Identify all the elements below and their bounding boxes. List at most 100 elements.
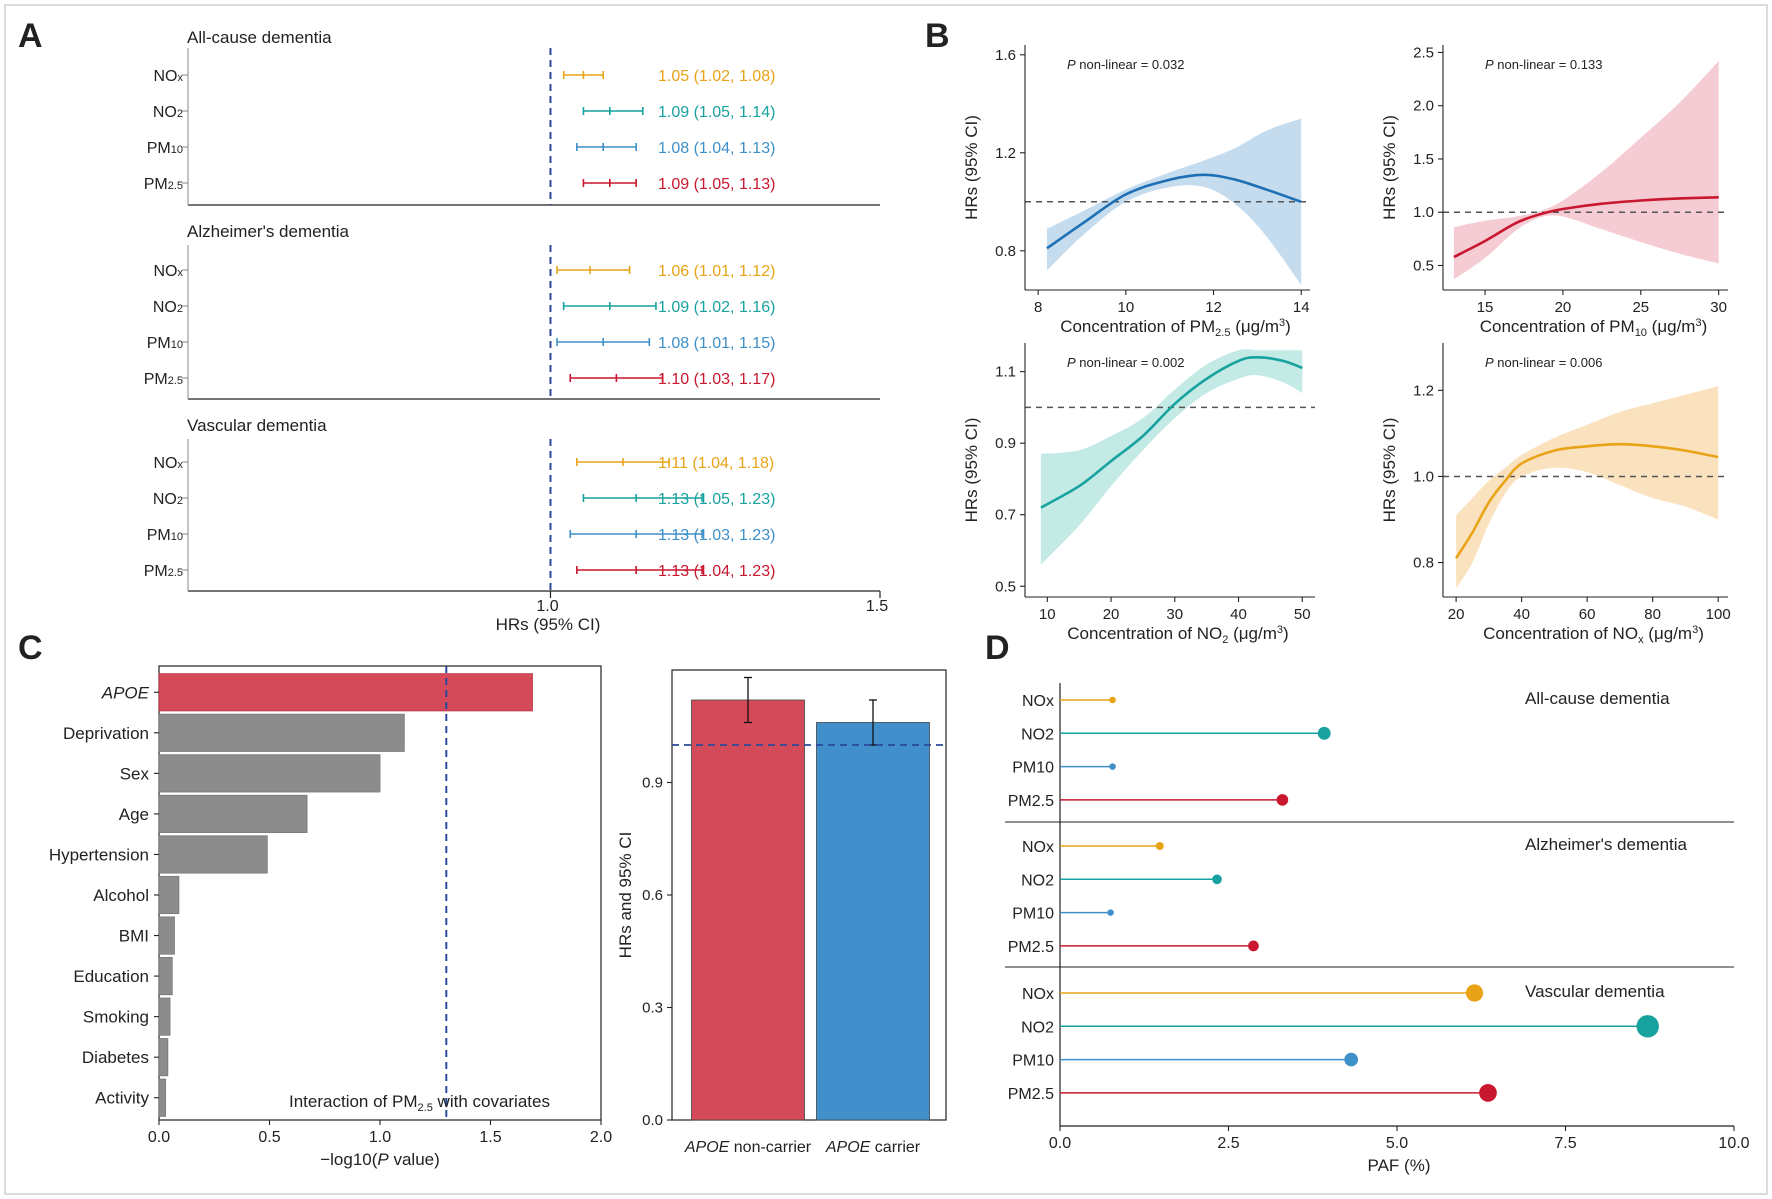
spline-x-label-main: Concentration of PM bbox=[1480, 317, 1635, 336]
spline-x-axis-label: Concentration of NOx (μg/m3) bbox=[1483, 624, 1704, 646]
forest-row-label-main: NO bbox=[153, 299, 177, 316]
paf-point bbox=[1317, 726, 1331, 740]
forest-hr-text: 1.13 (1.04, 1.23) bbox=[658, 563, 775, 580]
spline-curve bbox=[1454, 442, 1719, 559]
spline-y-tick-label: 0.5 bbox=[995, 578, 1016, 595]
spline-x-tick-label: 15 bbox=[1477, 299, 1494, 316]
paf-group-title: Vascular dementia bbox=[1525, 982, 1665, 1001]
spline-confidence-band bbox=[1456, 386, 1719, 589]
interaction-annotation-pre: Interaction of PM bbox=[289, 1092, 418, 1111]
spline-x-tick-label: 40 bbox=[1230, 606, 1247, 623]
spline-y-axis-label: HRs (95% CI) bbox=[1380, 418, 1399, 523]
spline-x-label-end: ) bbox=[1698, 624, 1704, 643]
paf-group-title: Alzheimer's dementia bbox=[1525, 835, 1688, 854]
forest-x-tick-label: 1.5 bbox=[866, 598, 888, 615]
apoe-y-tick-label: 0.0 bbox=[642, 1112, 663, 1129]
spline-p-rest: non-linear = 0.002 bbox=[1076, 355, 1185, 370]
spline-x-tick-label: 30 bbox=[1166, 606, 1183, 623]
panel-b-spline-plots: 0.8 1.2 1.6 8 10 12 14 HRs (95% CI) Concentratio… bbox=[962, 44, 1731, 646]
apoe-category-rest: carrier bbox=[870, 1139, 920, 1156]
spline-x-label-tail: (μg/m bbox=[1228, 624, 1277, 643]
forest-row-label: NO2 bbox=[153, 299, 183, 316]
spline-y-tick-label: 0.7 bbox=[995, 507, 1016, 524]
spline-x-label-main: Concentration of PM bbox=[1060, 317, 1215, 336]
interaction-category-label: Activity bbox=[95, 1089, 149, 1108]
spline-x-axis-label: Concentration of PM10 (μg/m3) bbox=[1480, 317, 1708, 339]
interaction-bar bbox=[158, 957, 173, 996]
panel-label-d: D bbox=[985, 629, 1010, 667]
spline-y-tick-label: 1.5 bbox=[1413, 151, 1434, 168]
interaction-category-label: Hypertension bbox=[49, 845, 149, 864]
forest-group-title: Alzheimer's dementia bbox=[187, 222, 350, 241]
apoe-category-label: APOE non-carrier bbox=[684, 1139, 812, 1156]
forest-row-label-main: PM bbox=[147, 335, 171, 352]
spline-x-label-tail: (μg/m bbox=[1647, 317, 1696, 336]
spline-p-annotation: P non-linear = 0.133 bbox=[1485, 57, 1602, 72]
spline-y-axis-label: HRs (95% CI) bbox=[962, 115, 981, 220]
spline-x-tick-label: 60 bbox=[1579, 606, 1596, 623]
spline-x-label-end: ) bbox=[1285, 317, 1291, 336]
spline-x-tick-label: 14 bbox=[1293, 299, 1310, 316]
apoe-y-tick-label: 0.9 bbox=[642, 775, 663, 792]
apoe-y-axis-label: HRs and 95% CI bbox=[616, 832, 635, 959]
forest-hr-text: 1.09 (1.05, 1.13) bbox=[658, 176, 775, 193]
interaction-bar bbox=[158, 754, 381, 793]
forest-hr-text: 1.13 (1.05, 1.23) bbox=[658, 491, 775, 508]
forest-row-label: NOx bbox=[154, 455, 184, 472]
spline-p-rest: non-linear = 0.006 bbox=[1494, 355, 1603, 370]
spline-y-tick-label: 0.8 bbox=[1413, 555, 1434, 572]
spline-curve bbox=[1046, 173, 1302, 250]
apoe-bar bbox=[816, 722, 930, 1121]
panel-label-a: A bbox=[18, 17, 43, 55]
spline-x-tick-label: 10 bbox=[1039, 606, 1056, 623]
spline-p-rest: non-linear = 0.032 bbox=[1076, 57, 1185, 72]
forest-row-label: NOx bbox=[154, 263, 184, 280]
panel-d-paf-lollipop: All-cause dementia NOx NO2 PM10 PM2.5 Alzheim… bbox=[1005, 683, 1750, 1175]
paf-point bbox=[1465, 984, 1484, 1002]
spline-x-label-sub: 2 bbox=[1222, 634, 1228, 646]
forest-row-label-main: PM bbox=[144, 371, 168, 388]
interaction-category-label: Sex bbox=[120, 764, 150, 783]
spline-x-tick-label: 20 bbox=[1555, 299, 1572, 316]
forest-row-label-sub: 2.5 bbox=[168, 180, 183, 192]
interaction-category-label: Alcohol bbox=[93, 886, 149, 905]
forest-row-label: NO2 bbox=[153, 104, 183, 121]
forest-group-title: Vascular dementia bbox=[187, 416, 327, 435]
interaction-bar bbox=[158, 916, 175, 955]
interaction-category-label: APOE bbox=[101, 683, 150, 702]
interaction-x-tick-label: 1.0 bbox=[369, 1129, 391, 1146]
paf-row-label: PM10 bbox=[1012, 1053, 1054, 1070]
spline-x-label-end: ) bbox=[1283, 624, 1289, 643]
spline-x-label-sup: 3 bbox=[1692, 624, 1698, 636]
panel-c-apoe-bars: APOE non-carrier APOE carrier0.00.30.60.9… bbox=[616, 669, 947, 1156]
spline-y-tick-label: 1.2 bbox=[995, 145, 1016, 162]
interaction-annotation-post: with covariates bbox=[433, 1092, 550, 1111]
paf-x-tick-label: 10.0 bbox=[1718, 1135, 1749, 1152]
forest-hr-text: 1.08 (1.04, 1.13) bbox=[658, 140, 775, 157]
spline-x-tick-label: 20 bbox=[1448, 606, 1465, 623]
forest-row-label: PM10 bbox=[147, 527, 183, 544]
spline-y-tick-label: 1.0 bbox=[1413, 204, 1434, 221]
forest-row-label-main: NO bbox=[154, 455, 178, 472]
spline-x-label-tail: (μg/m bbox=[1230, 317, 1279, 336]
forest-row-label-main: NO bbox=[154, 263, 178, 280]
paf-point bbox=[1109, 763, 1116, 770]
interaction-x-tick-label: 0.0 bbox=[148, 1129, 170, 1146]
apoe-category-ital: APOE bbox=[825, 1139, 871, 1156]
spline-p-annotation: P non-linear = 0.002 bbox=[1067, 355, 1184, 370]
interaction-bar bbox=[158, 713, 405, 752]
paf-row-label: NO2 bbox=[1021, 872, 1054, 889]
spline-x-label-tail: (μg/m bbox=[1644, 624, 1693, 643]
spline-y-axis-label: HRs (95% CI) bbox=[1380, 115, 1399, 220]
paf-row-label: PM10 bbox=[1012, 906, 1054, 923]
forest-row-label-sub: 2.5 bbox=[168, 375, 183, 387]
spline-x-label-sup: 3 bbox=[1695, 317, 1701, 329]
spline-x-tick-label: 20 bbox=[1103, 606, 1120, 623]
spline-x-tick-label: 12 bbox=[1205, 299, 1222, 316]
spline-x-tick-label: 40 bbox=[1513, 606, 1530, 623]
forest-row-label: PM2.5 bbox=[144, 176, 183, 193]
spline-y-tick-label: 0.8 bbox=[995, 243, 1016, 260]
apoe-category-label: APOE carrier bbox=[825, 1139, 921, 1156]
forest-hr-text: 1.11 (1.04, 1.18) bbox=[658, 455, 774, 472]
